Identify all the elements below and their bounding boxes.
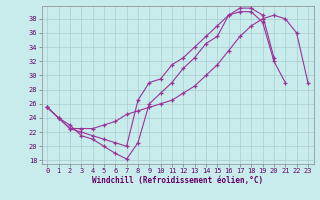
X-axis label: Windchill (Refroidissement éolien,°C): Windchill (Refroidissement éolien,°C) [92, 176, 263, 185]
